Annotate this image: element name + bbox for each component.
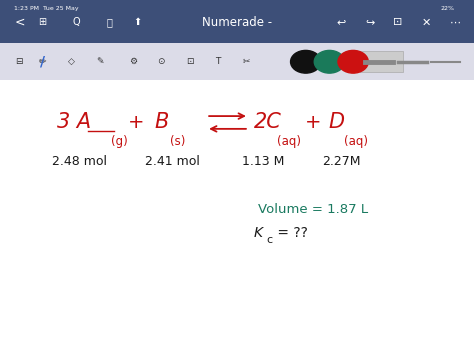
Text: B: B (154, 113, 168, 132)
Text: c: c (266, 235, 273, 245)
Text: ⊡: ⊡ (186, 57, 193, 66)
Text: Numerade -: Numerade - (202, 16, 272, 29)
Text: (aq): (aq) (344, 136, 368, 148)
Text: /: / (40, 55, 45, 69)
Text: K: K (254, 225, 263, 240)
Text: ⚙: ⚙ (128, 57, 137, 66)
Text: 22%: 22% (441, 6, 455, 11)
Text: ◇: ◇ (68, 57, 74, 66)
Circle shape (314, 50, 345, 73)
Text: ↩: ↩ (337, 17, 346, 27)
Text: 1:23 PM  Tue 25 May: 1:23 PM Tue 25 May (14, 6, 79, 11)
Text: (g): (g) (111, 136, 128, 148)
Text: ✂: ✂ (243, 57, 250, 66)
Text: = ??: = ?? (273, 225, 309, 240)
Text: 2.41 mol: 2.41 mol (145, 155, 200, 168)
Text: (s): (s) (170, 136, 185, 148)
Text: ⋯: ⋯ (449, 17, 461, 27)
Bar (0, 43, 474, 80)
Circle shape (338, 50, 368, 73)
Text: +: + (305, 113, 321, 132)
Text: Volume = 1.87 L: Volume = 1.87 L (258, 203, 368, 216)
Circle shape (291, 50, 321, 73)
Text: +: + (128, 113, 144, 132)
Text: T: T (215, 57, 221, 66)
Text: D: D (328, 113, 345, 132)
Bar (0, 80, 474, 355)
Text: ⊞: ⊞ (38, 17, 47, 27)
Text: (aq): (aq) (277, 136, 301, 148)
Text: ⊙: ⊙ (157, 57, 165, 66)
Text: ⬆: ⬆ (133, 17, 142, 27)
Text: ✎: ✎ (96, 57, 103, 66)
Text: ✏: ✏ (39, 57, 46, 66)
Text: ↪: ↪ (365, 17, 374, 27)
Text: ✕: ✕ (422, 17, 431, 27)
Text: Q: Q (72, 17, 80, 27)
Text: 1.13 M: 1.13 M (242, 155, 284, 168)
Text: 2.48 mol: 2.48 mol (52, 155, 107, 168)
Text: ⊡: ⊡ (393, 17, 403, 27)
Text: 3 A: 3 A (57, 113, 91, 132)
Text: 2C: 2C (254, 113, 282, 132)
Text: ⊟: ⊟ (15, 57, 23, 66)
Text: <: < (14, 16, 25, 29)
Text: 2.27M: 2.27M (322, 155, 361, 168)
Text: 🔖: 🔖 (106, 17, 112, 27)
Bar (360, 51, 403, 72)
Bar (0, 0, 474, 43)
